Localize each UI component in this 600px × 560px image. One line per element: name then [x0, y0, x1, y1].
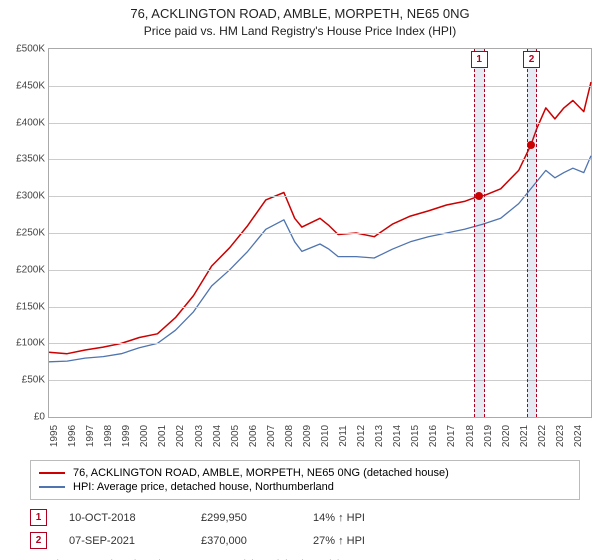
chart-subtitle: Price paid vs. HM Land Registry's House …	[0, 24, 600, 38]
sale-date: 10-OCT-2018	[69, 512, 179, 524]
x-axis-label: 2014	[392, 425, 403, 447]
x-axis-label: 2012	[356, 425, 367, 447]
x-axis-label: 2011	[338, 425, 349, 447]
sale-marker-dot	[527, 141, 535, 149]
y-axis-label: £100K	[3, 338, 45, 349]
legend-swatch	[39, 486, 65, 488]
gridline	[49, 307, 591, 308]
sale-marker-dot	[475, 192, 483, 200]
sale-marker-box: 1	[30, 509, 47, 526]
gridline	[49, 233, 591, 234]
x-axis-label: 2024	[573, 425, 584, 447]
x-axis-label: 2000	[139, 425, 150, 447]
x-axis-label: 2006	[248, 425, 259, 447]
x-axis-label: 1995	[49, 425, 60, 447]
series-line-hpi	[49, 156, 591, 362]
sale-marker-box: 2	[30, 532, 47, 549]
x-axis-label: 2023	[555, 425, 566, 447]
x-axis-label: 2010	[320, 425, 331, 447]
x-axis-label: 2018	[465, 425, 476, 447]
x-axis-label: 2019	[483, 425, 494, 447]
sale-price: £299,950	[201, 512, 291, 524]
gridline	[49, 270, 591, 271]
y-axis-label: £350K	[3, 154, 45, 165]
y-axis-label: £250K	[3, 228, 45, 239]
x-axis-label: 2007	[266, 425, 277, 447]
sales-table: 1 10-OCT-2018 £299,950 14% ↑ HPI 2 07-SEP-202…	[30, 506, 580, 552]
x-axis-label: 2001	[157, 425, 168, 447]
y-axis-label: £150K	[3, 301, 45, 312]
x-axis-label: 1999	[121, 425, 132, 447]
x-axis-label: 2005	[230, 425, 241, 447]
sale-delta-vs-hpi: 27% ↑ HPI	[313, 535, 365, 547]
sales-row: 1 10-OCT-2018 £299,950 14% ↑ HPI	[30, 506, 580, 529]
y-axis-label: £200K	[3, 264, 45, 275]
sale-marker-box: 2	[523, 51, 540, 68]
x-axis-label: 2003	[194, 425, 205, 447]
x-axis-label: 2002	[175, 425, 186, 447]
y-axis-label: £300K	[3, 191, 45, 202]
x-axis-label: 2017	[446, 425, 457, 447]
x-axis-label: 2016	[428, 425, 439, 447]
sale-delta-vs-hpi: 14% ↑ HPI	[313, 512, 365, 524]
y-axis-label: £0	[3, 412, 45, 423]
x-axis-label: 2015	[410, 425, 421, 447]
x-axis-label: 2022	[537, 425, 548, 447]
gridline	[49, 343, 591, 344]
x-axis-label: 2021	[519, 425, 530, 447]
x-axis-label: 1997	[85, 425, 96, 447]
sale-price: £370,000	[201, 535, 291, 547]
x-axis-label: 1998	[103, 425, 114, 447]
y-axis-label: £500K	[3, 44, 45, 55]
gridline	[49, 196, 591, 197]
x-axis-label: 2020	[501, 425, 512, 447]
chart-legend: 76, ACKLINGTON ROAD, AMBLE, MORPETH, NE6…	[30, 460, 580, 500]
sale-period-band	[474, 49, 484, 417]
gridline	[49, 159, 591, 160]
y-axis-label: £50K	[3, 375, 45, 386]
gridline	[49, 86, 591, 87]
y-axis-label: £450K	[3, 80, 45, 91]
sale-period-band	[527, 49, 537, 417]
chart-title: 76, ACKLINGTON ROAD, AMBLE, MORPETH, NE6…	[0, 6, 600, 21]
x-axis-label: 2013	[374, 425, 385, 447]
gridline	[49, 123, 591, 124]
legend-swatch	[39, 472, 65, 474]
x-axis-label: 1996	[67, 425, 78, 447]
x-axis-label: 2009	[302, 425, 313, 447]
sales-row: 2 07-SEP-2021 £370,000 27% ↑ HPI	[30, 529, 580, 552]
gridline	[49, 380, 591, 381]
sale-marker-box: 1	[471, 51, 488, 68]
x-axis-label: 2008	[284, 425, 295, 447]
y-axis-label: £400K	[3, 117, 45, 128]
chart-plot-area: £0£50K£100K£150K£200K£250K£300K£350K£400…	[48, 48, 592, 418]
legend-label: HPI: Average price, detached house, Nort…	[73, 481, 334, 493]
legend-row: 76, ACKLINGTON ROAD, AMBLE, MORPETH, NE6…	[39, 466, 571, 480]
sale-date: 07-SEP-2021	[69, 535, 179, 547]
legend-label: 76, ACKLINGTON ROAD, AMBLE, MORPETH, NE6…	[73, 467, 449, 479]
x-axis-label: 2004	[212, 425, 223, 447]
legend-row: HPI: Average price, detached house, Nort…	[39, 480, 571, 494]
